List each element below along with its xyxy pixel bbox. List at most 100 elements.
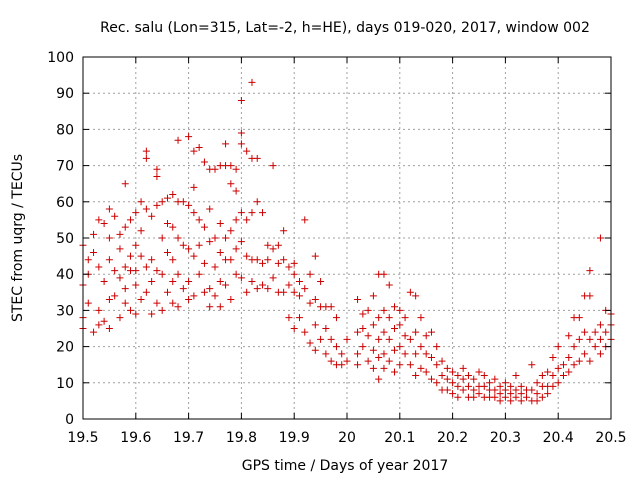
data-point xyxy=(544,390,552,398)
data-point xyxy=(105,205,113,213)
data-point xyxy=(364,306,372,314)
data-point xyxy=(200,288,208,296)
data-point xyxy=(185,133,193,141)
data-point xyxy=(301,285,309,293)
data-point xyxy=(391,303,399,311)
data-point xyxy=(596,321,604,329)
data-point xyxy=(142,263,150,271)
data-point xyxy=(264,241,272,249)
data-point xyxy=(148,310,156,318)
data-point xyxy=(327,357,335,365)
data-point xyxy=(200,259,208,267)
data-point xyxy=(237,140,245,148)
data-point xyxy=(559,372,567,380)
data-point xyxy=(327,335,335,343)
data-point xyxy=(412,292,420,300)
data-point xyxy=(317,277,325,285)
data-point xyxy=(496,397,504,405)
data-point xyxy=(338,350,346,358)
data-point xyxy=(586,267,594,275)
data-point xyxy=(396,361,404,369)
data-point xyxy=(427,375,435,383)
y-tick-label: 10 xyxy=(56,376,74,392)
data-point xyxy=(538,393,546,401)
data-point xyxy=(222,234,230,242)
data-point xyxy=(111,267,119,275)
data-point xyxy=(153,201,161,209)
data-point xyxy=(248,277,256,285)
data-point xyxy=(206,238,214,246)
y-tick-label: 30 xyxy=(56,303,74,319)
data-point xyxy=(253,285,261,293)
data-point xyxy=(354,350,362,358)
data-point xyxy=(306,270,314,278)
x-tick-label: 19.8 xyxy=(226,430,257,446)
data-point xyxy=(185,245,193,253)
data-point xyxy=(523,393,531,401)
data-point xyxy=(364,357,372,365)
data-point xyxy=(179,285,187,293)
data-point xyxy=(153,172,161,180)
data-point xyxy=(137,198,145,206)
data-point xyxy=(127,252,135,260)
data-point xyxy=(443,364,451,372)
data-point xyxy=(285,263,293,271)
x-tick-label: 20.2 xyxy=(437,430,468,446)
data-point xyxy=(396,321,404,329)
data-point xyxy=(391,368,399,376)
data-point xyxy=(501,393,509,401)
data-point xyxy=(142,288,150,296)
data-point xyxy=(163,248,171,256)
data-point xyxy=(174,234,182,242)
data-point xyxy=(127,306,135,314)
data-point xyxy=(596,335,604,343)
data-point xyxy=(179,241,187,249)
data-point xyxy=(359,325,367,332)
data-point xyxy=(132,209,140,217)
data-point xyxy=(90,230,98,238)
data-point xyxy=(359,343,367,351)
data-point xyxy=(375,335,383,343)
data-point xyxy=(280,256,288,264)
data-point xyxy=(105,325,113,332)
data-point xyxy=(438,372,446,380)
grid-lines xyxy=(83,57,611,419)
data-point xyxy=(406,361,414,369)
data-point xyxy=(216,220,224,228)
data-point xyxy=(581,328,589,336)
data-point xyxy=(95,263,103,271)
data-point xyxy=(274,241,282,249)
data-point xyxy=(237,238,245,246)
data-point xyxy=(100,220,108,228)
data-point xyxy=(295,314,303,322)
data-point xyxy=(586,335,594,343)
data-point xyxy=(269,245,277,253)
data-point xyxy=(596,234,604,242)
x-tick-label: 20.4 xyxy=(543,430,574,446)
data-point xyxy=(243,288,251,296)
data-point xyxy=(222,281,230,289)
y-tick-label: 100 xyxy=(47,50,74,66)
data-point xyxy=(364,332,372,340)
data-point xyxy=(163,220,171,228)
data-point xyxy=(237,209,245,217)
x-tick-label: 19.7 xyxy=(173,430,204,446)
data-point xyxy=(195,241,203,249)
data-point xyxy=(533,379,541,387)
data-point xyxy=(306,299,314,307)
data-point xyxy=(132,310,140,318)
data-point xyxy=(433,343,441,351)
data-point xyxy=(259,281,267,289)
data-point xyxy=(591,328,599,336)
data-point xyxy=(596,350,604,358)
data-point xyxy=(121,263,129,271)
y-tick-label: 60 xyxy=(56,195,74,211)
data-point xyxy=(459,375,467,383)
data-point xyxy=(137,227,145,235)
data-point xyxy=(385,335,393,343)
data-point xyxy=(174,270,182,278)
data-point xyxy=(369,346,377,354)
data-point xyxy=(142,154,150,162)
data-point xyxy=(464,372,472,380)
data-point xyxy=(401,314,409,322)
